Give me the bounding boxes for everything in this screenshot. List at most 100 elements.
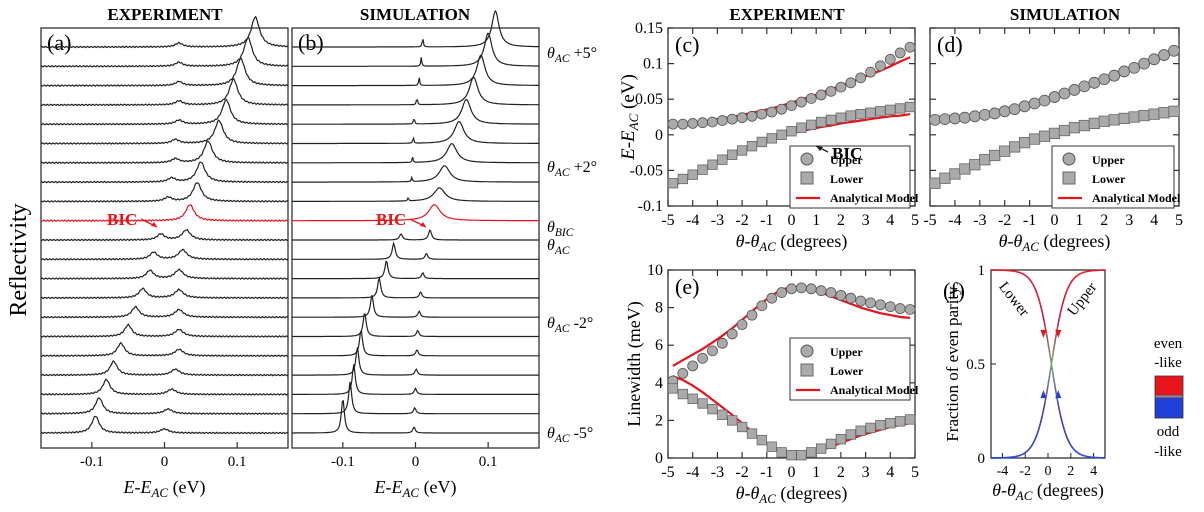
y-tick-label: 0 — [655, 127, 663, 144]
parity-curve-lower — [1053, 384, 1057, 390]
parity-curve-upper — [1061, 301, 1064, 306]
x-tick-label: -4 — [948, 212, 961, 229]
upper-marker — [875, 299, 886, 311]
x-tick-label: -3 — [711, 212, 724, 229]
lower-marker — [969, 159, 981, 171]
bic-annotation-c: BIC — [832, 144, 862, 163]
x-tick-label: -2 — [735, 212, 748, 229]
lower-marker — [1078, 119, 1091, 132]
upper-marker — [805, 93, 817, 104]
lower-marker — [989, 149, 1001, 162]
lower-marker — [1088, 117, 1100, 130]
lower-marker — [707, 403, 718, 415]
y-tick-label: 0.1 — [643, 56, 663, 73]
spectrum-trace — [40, 378, 289, 396]
parity-curve-upper — [1041, 410, 1045, 416]
upper-marker — [795, 96, 807, 108]
spectrum-trace — [292, 313, 539, 338]
parity-curve-upper — [1031, 443, 1034, 446]
parity-curve-lower — [1035, 292, 1039, 296]
lower-marker — [904, 101, 916, 113]
x-tick-label: -2 — [998, 212, 1011, 229]
colorbar-slice — [1155, 391, 1183, 393]
lower-marker — [736, 145, 748, 156]
x-tick-label: 4 — [1150, 212, 1158, 229]
spectrum-trace — [40, 323, 289, 338]
parity-curve-lower — [1065, 434, 1068, 438]
lower-marker — [865, 107, 876, 118]
upper-marker — [726, 113, 738, 125]
upper-marker — [825, 85, 837, 97]
lower-marker — [895, 416, 906, 427]
legend-upper-label: Upper — [1092, 153, 1125, 167]
parity-curve-upper — [1076, 274, 1078, 277]
upper-marker — [968, 110, 981, 123]
header-simulation-d: SIMULATION — [1010, 5, 1121, 24]
lower-marker — [776, 447, 787, 458]
y-tick-label: 0 — [655, 450, 663, 467]
upper-marker — [998, 105, 1011, 118]
upper-marker — [929, 113, 941, 126]
parity-curve-lower — [1054, 389, 1058, 396]
upper-marker — [855, 295, 867, 307]
spectrum-trace — [40, 268, 289, 280]
legend-upper-label: Upper — [830, 345, 863, 359]
x-axis-label: θ-θAC (degrees) — [736, 231, 848, 254]
spectrum-trace — [40, 78, 289, 107]
colorbar-slice — [1155, 387, 1183, 389]
upper-marker — [894, 47, 906, 59]
header-experiment-c: EXPERIMENT — [729, 5, 845, 24]
upper-marker — [1108, 69, 1121, 82]
bic-annotation: BIC — [376, 210, 406, 229]
x-tick-label: -4 — [686, 212, 699, 229]
lower-marker — [1108, 114, 1120, 126]
colorbar-slice — [1155, 407, 1183, 409]
lower-marker — [727, 415, 738, 426]
spectrum-trace — [40, 228, 289, 242]
lower-marker — [865, 422, 876, 434]
parity-curve-upper — [1040, 415, 1044, 420]
x-tick-label: -1 — [760, 212, 773, 229]
curve-label-lower: Lower — [995, 279, 1032, 320]
upper-marker — [1118, 65, 1131, 78]
y-tick-label: 6 — [655, 337, 663, 354]
parity-curve-lower — [1028, 278, 1031, 281]
parity-curve-upper — [1074, 276, 1077, 279]
parity-curve-upper — [1029, 446, 1032, 449]
header-simulation-b: SIMULATION — [360, 5, 471, 24]
x-tick-label: 3 — [862, 212, 870, 229]
parity-curve-lower — [1036, 294, 1040, 299]
colorbar-slice — [1155, 397, 1183, 399]
parity-curve-lower — [1056, 400, 1060, 406]
lower-marker — [1118, 112, 1130, 125]
x-tick-label: -4 — [997, 464, 1009, 479]
colorbar-slice — [1155, 406, 1183, 408]
x-tick-label: 0 — [1045, 464, 1052, 479]
parity-curve-upper — [1066, 287, 1069, 291]
lower-marker — [717, 154, 728, 165]
bic-arrowhead — [420, 222, 426, 227]
parity-curve-upper — [1062, 298, 1065, 303]
x-tick-label: 1 — [812, 464, 820, 481]
upper-marker — [815, 285, 827, 297]
parity-curve-lower — [1077, 451, 1079, 454]
lower-marker — [766, 133, 777, 144]
parity-curve-lower — [1026, 276, 1029, 279]
parity-curve-lower — [1057, 405, 1061, 411]
x-axis-label: θ-θAC (degrees) — [736, 483, 848, 506]
lower-marker — [786, 450, 797, 461]
lower-marker — [1038, 130, 1051, 142]
parity-curve-lower — [1052, 378, 1056, 385]
colorbar-slice — [1155, 408, 1183, 410]
parity-curve-lower — [1058, 410, 1062, 415]
legend-model-label: Analytical Model — [830, 383, 919, 397]
parity-curve-lower — [1033, 287, 1037, 291]
lower-marker — [687, 169, 698, 180]
angle-label: θAC +2° — [547, 159, 597, 179]
x-tick-label: -1 — [760, 464, 773, 481]
upper-marker — [716, 337, 728, 349]
parity-curve-upper — [1064, 292, 1067, 296]
upper-marker — [795, 282, 807, 294]
parity-curve-upper — [1072, 278, 1075, 281]
parity-curve-upper — [1053, 338, 1057, 344]
